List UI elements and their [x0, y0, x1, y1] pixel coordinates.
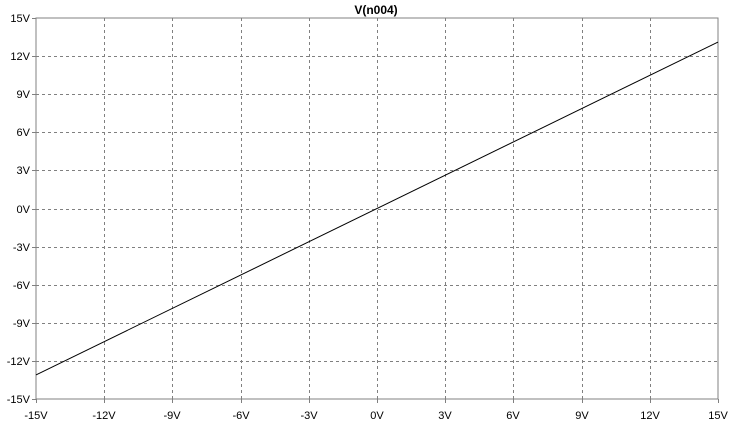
- y-tick-label: 12V: [10, 51, 30, 63]
- series-layer: [35, 41, 719, 376]
- y-tick-label: -9V: [13, 318, 31, 330]
- x-tick-label: 12V: [640, 410, 660, 422]
- series-line-v-n004: [35, 41, 719, 376]
- chart-title: V(n004): [354, 3, 397, 17]
- y-tick-label: 15V: [10, 13, 30, 25]
- x-tick-label: -3V: [300, 410, 318, 422]
- x-tick-label: -15V: [24, 410, 48, 422]
- y-tick-label: -12V: [7, 356, 31, 368]
- y-tick-label: -15V: [7, 394, 31, 406]
- x-tick-label: -6V: [232, 410, 250, 422]
- x-tick-label: -9V: [163, 410, 181, 422]
- y-axis-ticks: -15V -12V -9V -6V -3V 0V 3V 6V 9V 12V 15V: [7, 13, 36, 406]
- x-tick-label: 15V: [708, 410, 728, 422]
- y-tick-label: 0V: [17, 204, 31, 216]
- x-tick-label: 0V: [370, 410, 384, 422]
- y-tick-label: 6V: [17, 127, 31, 139]
- y-tick-label: -6V: [13, 280, 31, 292]
- x-tick-label: -12V: [92, 410, 116, 422]
- y-tick-label: -3V: [13, 242, 31, 254]
- x-tick-label: 9V: [575, 410, 589, 422]
- y-tick-label: 3V: [17, 165, 31, 177]
- x-tick-label: 3V: [438, 410, 452, 422]
- y-tick-label: 9V: [17, 89, 31, 101]
- x-tick-label: 6V: [506, 410, 520, 422]
- x-axis-ticks: -15V -12V -9V -6V -3V 0V 3V 6V 9V 12V 15V: [24, 399, 728, 422]
